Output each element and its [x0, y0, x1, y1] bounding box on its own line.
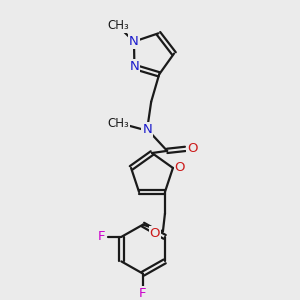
Text: CH₃: CH₃ — [107, 20, 129, 32]
Text: N: N — [142, 123, 152, 136]
Text: F: F — [139, 287, 147, 300]
Text: N: N — [129, 35, 139, 48]
Text: O: O — [175, 161, 185, 174]
Text: N: N — [130, 60, 139, 74]
Text: F: F — [98, 230, 105, 243]
Text: O: O — [187, 142, 197, 155]
Text: O: O — [150, 227, 160, 240]
Text: CH₃: CH₃ — [107, 117, 129, 130]
